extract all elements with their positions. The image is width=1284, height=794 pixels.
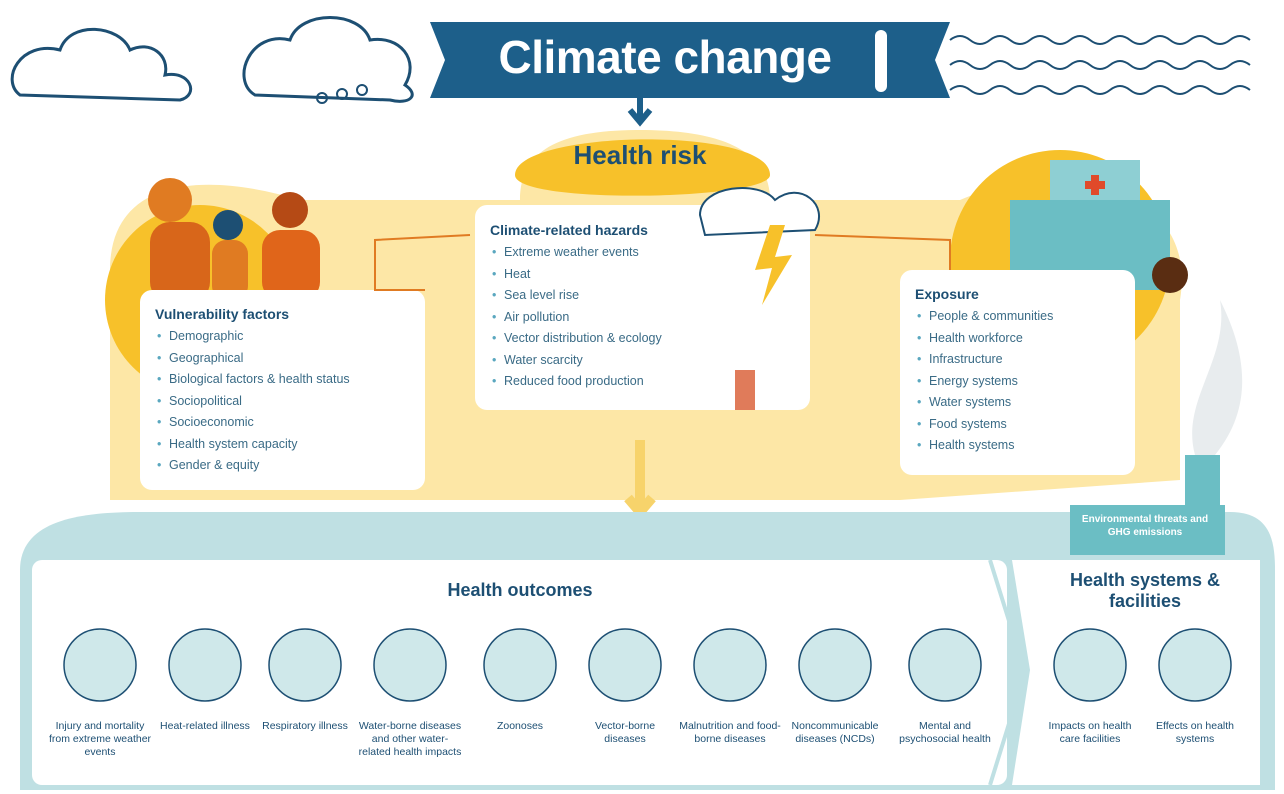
body: {"title": "Climate change", "health_risk… — [0, 0, 1284, 794]
outcome-label: Impacts on health care facilities — [1038, 720, 1142, 746]
outcome-icon — [589, 629, 661, 701]
list-item: Sea level rise — [504, 285, 720, 307]
list-item: Infrastructure — [929, 349, 1130, 371]
list-item: Water scarcity — [504, 350, 720, 372]
outcome-label: Noncommunicable diseases (NCDs) — [783, 720, 887, 746]
outcome-icon — [169, 629, 241, 701]
bullet-list: People & communitiesHealth workforceInfr… — [915, 306, 1130, 457]
vulnerability-list: Vulnerability factors DemographicGeograph… — [155, 306, 420, 477]
outcome-icon — [1054, 629, 1126, 701]
outcome-label: Zoonoses — [468, 720, 572, 733]
list-item: Food systems — [929, 414, 1130, 436]
outcome-label: Injury and mortality from extreme weathe… — [48, 720, 152, 759]
outcome-label: Respiratory illness — [253, 720, 357, 733]
list-item: Vector distribution & ecology — [504, 328, 720, 350]
outcome-icon — [269, 629, 341, 701]
outcome-icon — [694, 629, 766, 701]
outcome-label: Heat-related illness — [153, 720, 257, 733]
outcome-label: Mental and psychosocial health — [893, 720, 997, 746]
list-item: Geographical — [169, 348, 420, 370]
waves — [950, 36, 1250, 94]
list-item: Biological factors & health status — [169, 369, 420, 391]
list-item: Heat — [504, 264, 720, 286]
outcome-icon — [909, 629, 981, 701]
outcome-icon — [1159, 629, 1231, 701]
list-item: Gender & equity — [169, 455, 420, 477]
arrow-down — [630, 98, 650, 122]
outcome-icon — [484, 629, 556, 701]
list-item: Air pollution — [504, 307, 720, 329]
outcome-label: Malnutrition and food-borne diseases — [678, 720, 782, 746]
cloud — [12, 29, 190, 100]
smoke — [1192, 300, 1242, 455]
outcome-icon — [374, 629, 446, 701]
list-item: Health systems — [929, 435, 1130, 457]
chimney — [1185, 455, 1220, 510]
list-item: People & communities — [929, 306, 1130, 328]
hazards-list: Climate-related hazards Extreme weather e… — [490, 222, 720, 393]
person-icon — [148, 178, 192, 222]
list-item: Socioeconomic — [169, 412, 420, 434]
bullet-list: DemographicGeographicalBiological factor… — [155, 326, 420, 477]
list-item: Reduced food production — [504, 371, 720, 393]
exposure-list: Exposure People & communitiesHealth workf… — [915, 286, 1130, 457]
list-item: Water systems — [929, 392, 1130, 414]
list-item: Sociopolitical — [169, 391, 420, 413]
list-item: Health workforce — [929, 328, 1130, 350]
list-item: Extreme weather events — [504, 242, 720, 264]
health-risk-label: Health risk — [520, 140, 760, 171]
person-icon — [262, 230, 320, 300]
list-item: Health system capacity — [169, 434, 420, 456]
outcome-icon — [64, 629, 136, 701]
person-icon — [272, 192, 308, 228]
health-systems-heading: Health systems & facilities — [1050, 570, 1240, 612]
page: Climate change and health html, body { m… — [0, 0, 1284, 794]
title: Climate change — [430, 30, 900, 84]
bullet-list: Extreme weather eventsHeatSea level rise… — [490, 242, 720, 393]
list-heading: Exposure — [915, 286, 1130, 302]
outcome-icon — [799, 629, 871, 701]
outcome-label: Vector-borne diseases — [573, 720, 677, 746]
list-heading: Climate-related hazards — [490, 222, 720, 238]
environmental-threats-label: Environmental threats and GHG emissions — [1070, 513, 1220, 539]
cloud — [244, 18, 412, 102]
list-item: Demographic — [169, 326, 420, 348]
outcome-label: Water-borne diseases and other water-rel… — [358, 720, 462, 759]
chimney — [735, 370, 755, 410]
outcome-label: Effects on health systems — [1143, 720, 1247, 746]
list-heading: Vulnerability factors — [155, 306, 420, 322]
list-item: Energy systems — [929, 371, 1130, 393]
person-icon — [1152, 257, 1188, 293]
person-icon — [213, 210, 243, 240]
health-outcomes-heading: Health outcomes — [320, 580, 720, 601]
